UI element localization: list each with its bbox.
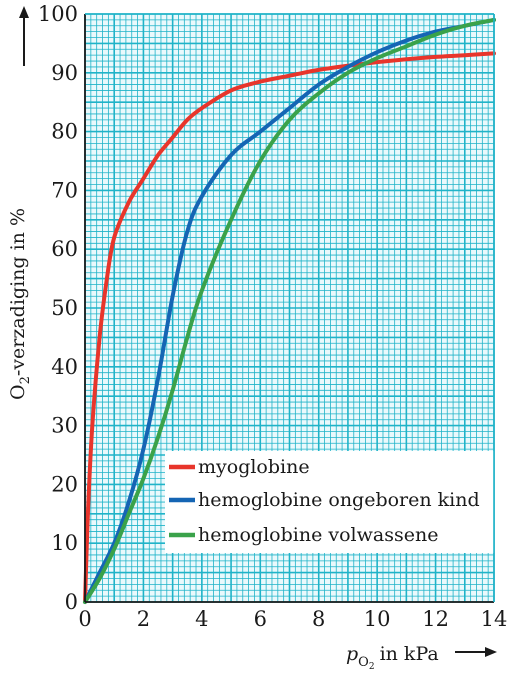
series-line-myoglobine [83,51,496,604]
series-line-hemoglobine-volwassene [83,17,496,604]
legend-box [165,451,494,553]
y-tick-label: 50 [51,296,78,320]
x-label-sub-o: O [358,655,369,670]
x-label-sub-2: 2 [369,662,375,672]
x-axis-arrow [455,647,497,657]
y-tick-label: 0 [65,590,78,614]
x-tick-label: 8 [312,607,325,631]
svg-text:O2-verzadiging in %: O2-verzadiging in % [7,208,33,400]
svg-text:pO2in kPa: pO2 in kPa [346,643,439,672]
legend-label-hemoglobine-volwassene: hemoglobine volwassene [198,524,438,546]
x-tick-label: 12 [422,607,449,631]
y-tick-label: 40 [51,355,78,379]
y-label-sub: 2 [18,376,33,384]
x-tick-label: 4 [195,607,208,631]
axes [84,13,495,603]
legend-background [165,451,494,553]
x-tick-label: 2 [137,607,150,631]
series-line-hemoglobine-ongeboren-kind [83,17,496,604]
x-label-rest: in kPa [380,643,439,665]
y-tick-label: 80 [51,120,78,144]
x-label-p: p [346,643,358,665]
y-tick-label: 70 [51,178,78,202]
legend-label-hemoglobine-ongeboren-kind: hemoglobine ongeboren kind [198,489,480,511]
y-tick-label: 20 [51,472,78,496]
x-tick-label: 0 [78,607,91,631]
x-tick-label: 10 [364,607,391,631]
y-tick-label: 60 [51,237,78,261]
legend-label-myoglobine: myoglobine [198,456,310,478]
y-label-o: O [7,384,29,400]
y-axis-label: O2-verzadiging in % [7,208,33,400]
y-tick-label: 30 [51,414,78,438]
curves [83,17,496,604]
y-label-rest: -verzadiging in % [7,208,29,376]
legend: myoglobine hemoglobine ongeboren kind hemo… [169,456,480,546]
y-axis-arrow [19,6,29,66]
tick-labels: 0 10 20 30 40 50 60 70 80 90 100 0 2 4 6 8 10 12 14 [38,2,507,631]
x-tick-label: 6 [254,607,267,631]
x-tick-label: 14 [481,607,508,631]
x-axis-label: pO2 in kPa [346,643,439,672]
y-tick-label: 10 [51,531,78,555]
y-tick-label: 90 [51,61,78,85]
y-tick-label: 100 [38,2,78,26]
